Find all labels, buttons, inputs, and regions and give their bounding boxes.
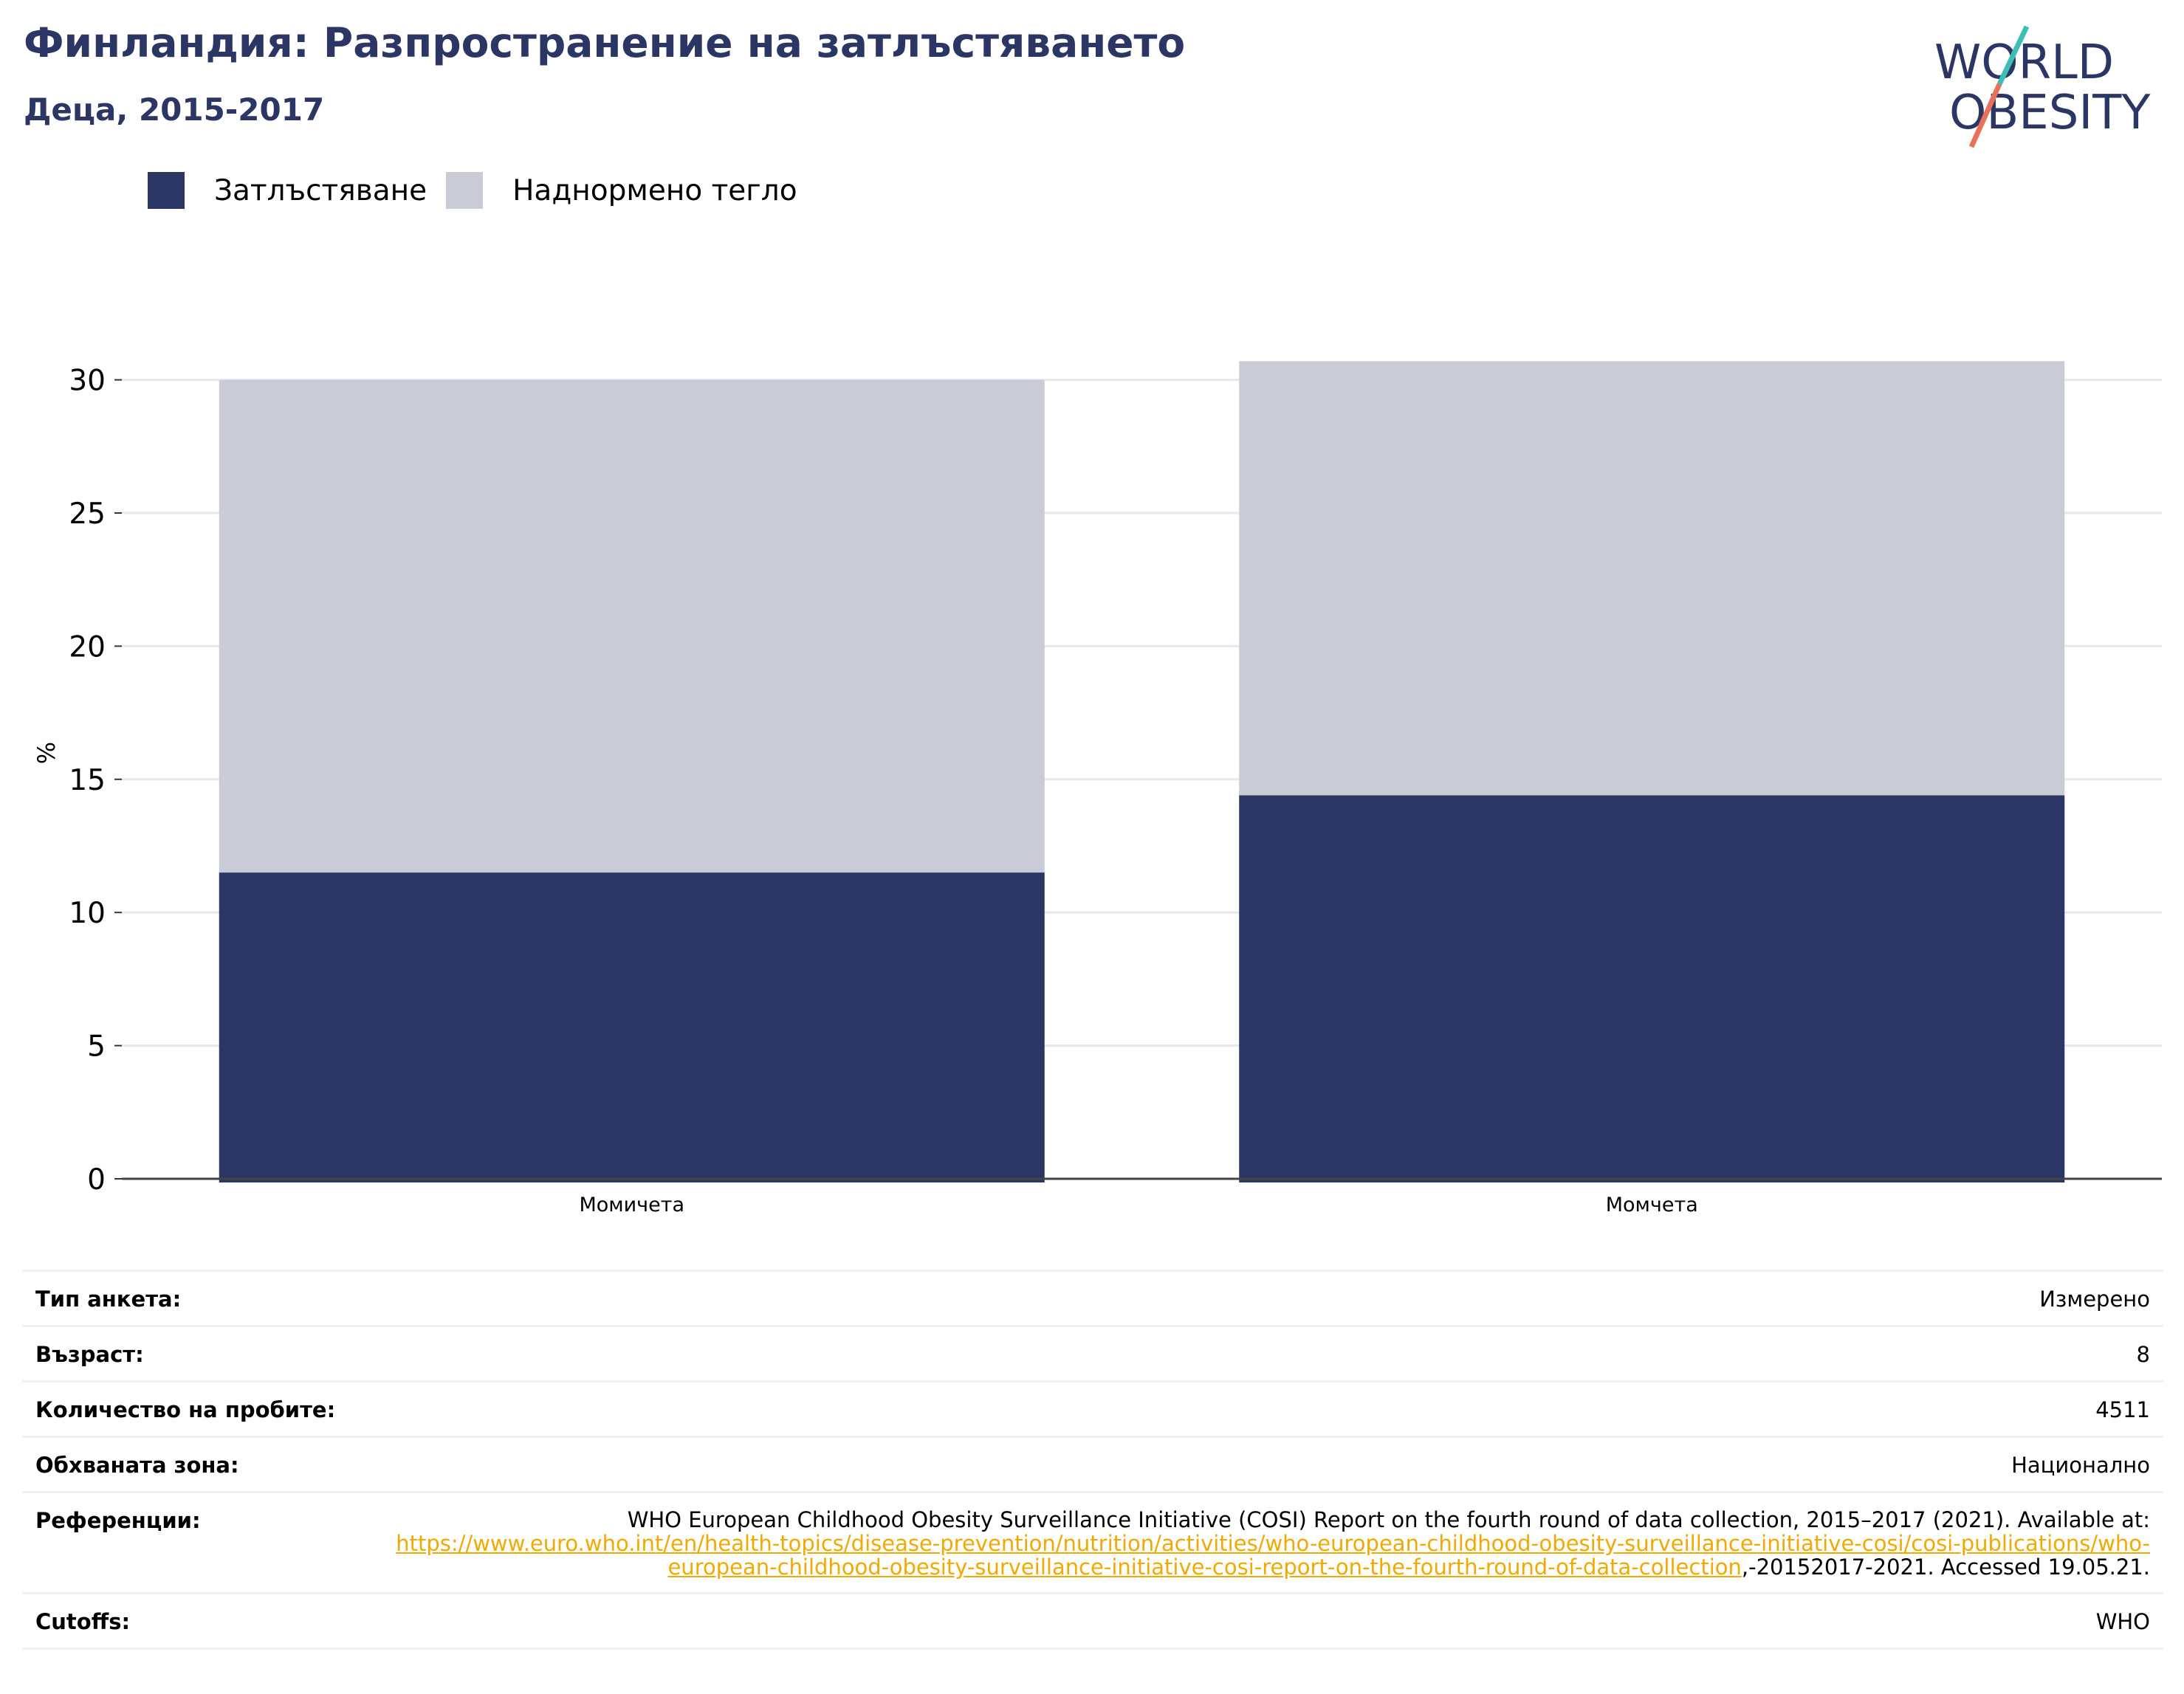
info-row-survey-type: Тип анкета: Измерено xyxy=(22,1272,2163,1327)
info-value: Национално xyxy=(2011,1453,2150,1478)
y-tick-label: 10 xyxy=(69,897,106,930)
info-value: Измерено xyxy=(2039,1287,2150,1312)
info-label: Възраст: xyxy=(35,1342,144,1367)
info-label: Обхваната зона: xyxy=(35,1453,239,1478)
y-axis-label: % xyxy=(32,742,61,764)
info-table: Тип анкета: Измерено Възраст: 8 Количест… xyxy=(22,1270,2163,1650)
info-row-cutoffs: Cutoffs: WHO xyxy=(22,1594,2163,1650)
logo-slash-coral xyxy=(1968,83,2002,148)
reference-text-before: WHO European Childhood Obesity Surveilla… xyxy=(627,1507,2150,1532)
chart-legend: Затлъстяване Наднормено тегло xyxy=(148,170,817,211)
info-row-age: Възраст: 8 xyxy=(22,1327,2163,1383)
chart-title: Финландия: Разпространение на затлъстява… xyxy=(24,19,1186,66)
info-value: 8 xyxy=(2136,1342,2150,1367)
info-row-references: Референции: WHO European Childhood Obesi… xyxy=(22,1493,2163,1594)
y-tick-label: 15 xyxy=(69,764,106,797)
logo-word-world: WORLD xyxy=(1934,35,2114,90)
info-value: WHO xyxy=(2095,1609,2150,1634)
legend-label-obesity[interactable]: Затлъстяване xyxy=(214,173,427,207)
stacked-bar-chart: 0 5 10 15 20 25 30% Момичета Момчета xyxy=(32,361,2162,1216)
y-tick-label: 5 xyxy=(87,1030,106,1064)
x-tick-label: Момчета xyxy=(1606,1194,1698,1216)
x-tick-label: Момичета xyxy=(579,1194,684,1216)
world-obesity-logo: WORLD OBESITY xyxy=(1934,25,2151,148)
logo-word-obesity: OBESITY xyxy=(1949,86,2151,140)
bar-overweight xyxy=(219,379,1045,873)
legend-label-overweight[interactable]: Наднормено тегло xyxy=(512,173,797,207)
info-row-sample-size: Количество на пробите: 4511 xyxy=(22,1383,2163,1438)
y-tick-label: 30 xyxy=(69,365,106,398)
bar-obesity xyxy=(219,872,1045,1182)
reference-text: WHO European Childhood Obesity Surveilla… xyxy=(378,1508,2150,1579)
chart-subtitle: Деца, 2015-2017 xyxy=(24,92,325,128)
legend-swatch-obesity xyxy=(148,172,185,209)
info-label: Количество на пробите: xyxy=(35,1397,336,1422)
legend-swatch-overweight xyxy=(446,172,484,209)
logo-slash-teal xyxy=(1996,25,2030,86)
y-tick-label: 25 xyxy=(69,497,106,531)
info-label: Референции: xyxy=(35,1508,201,1533)
reference-text-after: ,-20152017-2021. Accessed 19.05.21. xyxy=(1741,1554,2150,1580)
reference-link[interactable]: https://www.euro.who.int/en/health-topic… xyxy=(396,1531,2150,1580)
info-label: Cutoffs: xyxy=(35,1609,131,1634)
info-row-area-covered: Обхваната зона: Национално xyxy=(22,1438,2163,1493)
info-label: Тип анкета: xyxy=(35,1287,182,1312)
y-tick-label: 20 xyxy=(69,630,106,664)
bar-overweight xyxy=(1239,361,2065,796)
info-value: 4511 xyxy=(2095,1397,2150,1422)
bar-obesity xyxy=(1239,795,2065,1182)
y-tick-label: 0 xyxy=(87,1163,106,1197)
